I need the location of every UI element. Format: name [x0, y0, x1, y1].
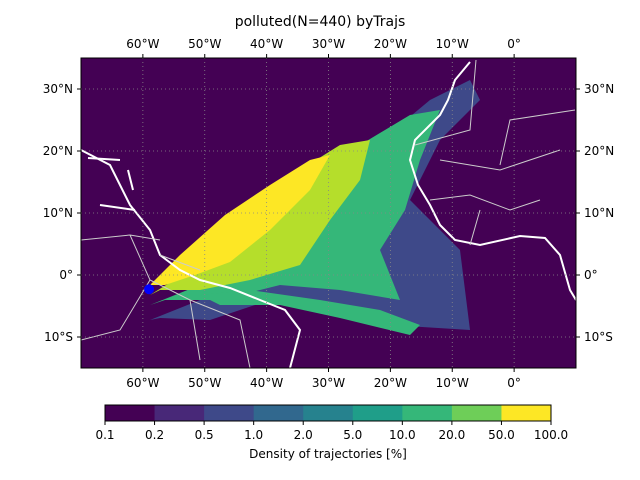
lon-label-top-5: 10°W [436, 37, 469, 51]
lat-label-left-3: 0° [59, 268, 73, 282]
colorbar-frame [104, 404, 552, 422]
colorbar-segment-4 [303, 405, 354, 421]
lon-label-bottom-6: 0° [507, 376, 521, 390]
colorbar-label: Density of trajectories [%] [249, 447, 407, 461]
lat-label-left-2: 10°N [43, 206, 73, 220]
lon-label-bottom-2: 40°W [250, 376, 283, 390]
lon-label-bottom-1: 50°W [188, 376, 221, 390]
lat-label-left-4: 10°S [44, 330, 73, 344]
colorbar-tick-label-5: 5.0 [343, 428, 362, 442]
colorbar-tick-label-1: 0.2 [145, 428, 164, 442]
colorbar-tick-label-9: 100.0 [534, 428, 568, 442]
colorbar-segment-2 [204, 405, 255, 421]
lon-label-top-6: 0° [507, 37, 521, 51]
density-layer [150, 80, 480, 335]
borders-south-america [81, 234, 251, 368]
borders-africa [414, 59, 576, 246]
colorbar-tick-label-2: 0.5 [195, 428, 214, 442]
lon-label-top-3: 30°W [312, 37, 345, 51]
caribbean-islands [87, 157, 136, 211]
colorbar-segment-0 [105, 405, 156, 421]
colorbar-segment-1 [154, 405, 205, 421]
colorbar-segment-6 [402, 405, 453, 421]
plume-south-branch [200, 290, 420, 335]
plume-core-density [150, 155, 330, 285]
map-gridlines [81, 58, 576, 368]
source-point-marker [144, 284, 155, 295]
colorbar-tick-label-0: 0.1 [95, 428, 114, 442]
lat-label-left-0: 30°N [43, 82, 73, 96]
lon-label-top-1: 50°W [188, 37, 221, 51]
lon-label-top-0: 60°W [126, 37, 159, 51]
longitude-ticks-top: 60°W 50°W 40°W 30°W 20°W 10°W 0° [126, 37, 521, 58]
lon-label-bottom-0: 60°W [126, 376, 159, 390]
map-title: polluted(N=440) byTrajs [234, 14, 406, 30]
latitude-ticks-right: 30°N 20°N 10°N 0° 10°S [576, 82, 614, 344]
colorbar-tick-label-3: 1.0 [244, 428, 263, 442]
colorbar: 0.1 0.2 0.5 1.0 2.0 5.0 10.0 20.0 50.0 100.0 [95, 404, 568, 442]
colorbar-tick-label-4: 2.0 [294, 428, 313, 442]
colorbar-segment-5 [352, 405, 403, 421]
lat-label-right-1: 20°N [584, 144, 614, 158]
africa-coast [408, 61, 576, 301]
lat-label-right-2: 10°N [584, 206, 614, 220]
latitude-ticks-left: 30°N 20°N 10°N 0° 10°S [43, 82, 81, 344]
colorbar-tick-label-8: 50.0 [488, 428, 515, 442]
lon-label-bottom-3: 30°W [312, 376, 345, 390]
lat-label-right-4: 10°S [584, 330, 613, 344]
lat-label-right-3: 0° [584, 268, 598, 282]
lon-label-top-2: 40°W [250, 37, 283, 51]
lat-label-left-1: 20°N [43, 144, 73, 158]
colorbar-segment-7 [451, 405, 502, 421]
colorbar-segment-3 [253, 405, 304, 421]
lon-label-bottom-4: 20°W [374, 376, 407, 390]
colorbar-tick-label-6: 10.0 [389, 428, 416, 442]
colorbar-segment-8 [501, 405, 552, 421]
lon-label-top-4: 20°W [374, 37, 407, 51]
colorbar-tick-label-7: 20.0 [439, 428, 466, 442]
lat-label-right-0: 30°N [584, 82, 614, 96]
lon-label-bottom-5: 10°W [436, 376, 469, 390]
longitude-ticks-bottom: 60°W 50°W 40°W 30°W 20°W 10°W 0° [126, 368, 521, 390]
